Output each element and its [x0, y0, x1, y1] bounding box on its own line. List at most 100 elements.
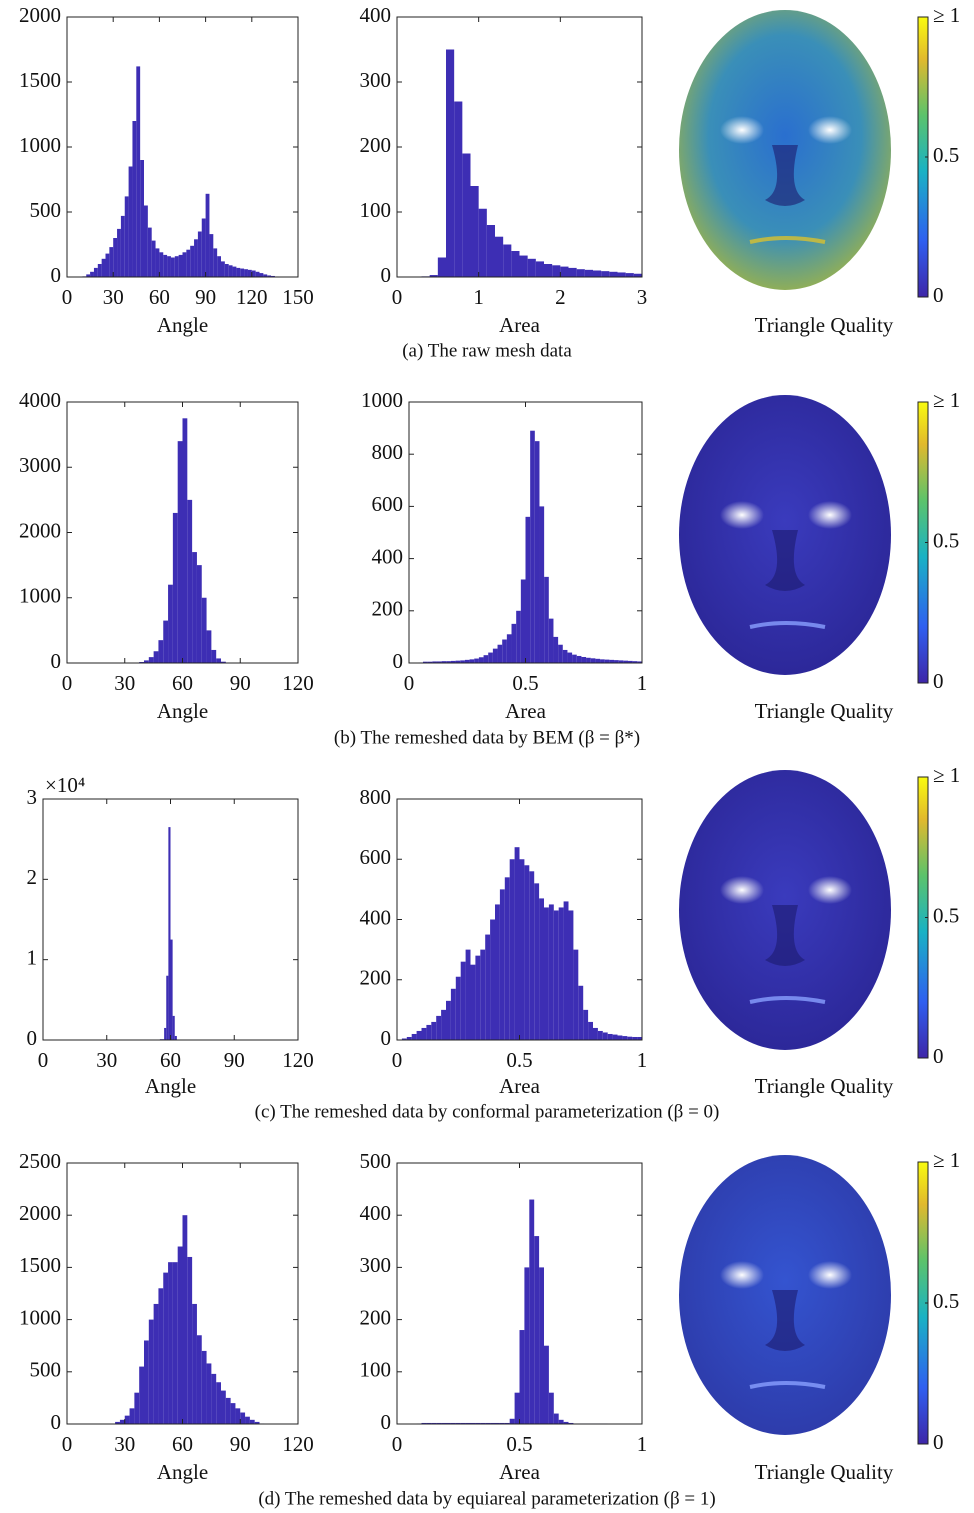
bar [516, 610, 521, 663]
bar [470, 1422, 476, 1424]
colorbar-tick-label: 0 [933, 283, 944, 307]
eye-highlight [720, 1261, 764, 1289]
bar [163, 1272, 169, 1424]
y-tick-label: 0 [381, 1026, 392, 1050]
bar [460, 660, 465, 663]
x-tick-label: 120 [282, 1048, 314, 1072]
bar [132, 121, 137, 277]
bar [465, 949, 471, 1040]
bar [478, 657, 484, 663]
bar [572, 654, 577, 663]
x-axis-label: Angle [145, 1074, 196, 1098]
bar [525, 516, 531, 663]
y-tick-label: 200 [360, 966, 392, 990]
x-tick-label: 0 [404, 671, 415, 695]
bar [148, 1319, 154, 1424]
y-tick-label: 0 [51, 649, 62, 673]
bar [426, 1024, 432, 1040]
caption: (b) The remeshed data by BEM (β = β*) [334, 727, 640, 748]
bar [568, 1422, 574, 1424]
nose [765, 145, 805, 206]
y-tick-label: 300 [360, 68, 392, 92]
bar [194, 239, 198, 277]
bar [486, 225, 495, 277]
bar [170, 939, 173, 1040]
y-tick-label: 200 [372, 597, 404, 621]
bar [168, 827, 171, 1040]
y-tick-label: 2000 [19, 3, 61, 27]
bar [632, 661, 638, 663]
y-tick-label: 0 [51, 263, 62, 287]
bar [124, 196, 129, 277]
bar [586, 657, 591, 663]
x-tick-label: 150 [282, 285, 314, 309]
bar [271, 275, 275, 277]
bar [197, 231, 202, 277]
y-tick-label: 200 [360, 133, 392, 157]
bar [115, 1421, 120, 1424]
x-tick-label: 0.5 [506, 1432, 532, 1456]
bar [534, 883, 540, 1040]
x-axis-label: Area [505, 699, 546, 723]
bar [172, 1262, 178, 1424]
x-tick-label: 120 [282, 671, 314, 695]
bar [187, 1256, 193, 1424]
bar [259, 273, 264, 277]
bar [148, 657, 154, 663]
bar [553, 910, 559, 1040]
bar [502, 639, 507, 663]
bar [534, 441, 540, 663]
bar [235, 1408, 241, 1424]
bar [499, 1422, 505, 1424]
bar [470, 964, 476, 1040]
x-tick-label: 60 [172, 1432, 193, 1456]
x-tick-label: 0 [62, 285, 73, 309]
bar [151, 240, 156, 277]
bar [224, 264, 229, 277]
bar [455, 976, 461, 1040]
x-tick-label: 0 [62, 671, 73, 695]
y-tick-label: 400 [360, 3, 392, 27]
y-tick-label: 500 [30, 1358, 62, 1382]
x-axis-label: Angle [157, 699, 208, 723]
bar [254, 1421, 260, 1424]
bar [178, 254, 183, 277]
bar [558, 907, 564, 1040]
bar [558, 644, 563, 663]
bar [558, 1419, 564, 1424]
bar [251, 270, 256, 277]
colorbar-tick-label: 0.5 [933, 903, 959, 927]
eye-highlight [720, 876, 764, 904]
bar [446, 661, 451, 663]
eye-highlight [720, 501, 764, 529]
bar [240, 1412, 246, 1424]
x-axis-label: Angle [157, 1460, 208, 1484]
x-axis-label: Angle [157, 313, 208, 337]
bar [192, 1303, 197, 1424]
bar [416, 1030, 422, 1040]
bar [499, 889, 505, 1040]
x-axis-label: Area [499, 1460, 540, 1484]
y-tick-label: 500 [30, 198, 62, 222]
bar [509, 1418, 515, 1424]
bar [504, 1422, 510, 1424]
x-tick-label: 1 [637, 1048, 648, 1072]
bar [548, 1392, 554, 1424]
x-tick-label: 30 [114, 1432, 135, 1456]
bar [221, 1390, 226, 1424]
x-tick-label: 60 [172, 671, 193, 695]
bar [97, 264, 102, 277]
bar [601, 271, 610, 277]
y-tick-label: 300 [360, 1253, 392, 1277]
y-tick-label: 500 [360, 1149, 392, 1173]
bar [450, 1422, 456, 1424]
bar [583, 1009, 589, 1040]
bar [446, 1422, 451, 1424]
x-tick-label: 1 [637, 671, 648, 695]
x-tick-label: 1 [473, 285, 484, 309]
colorbar-tick-label: 0 [933, 669, 944, 693]
colorbar-label: Triangle Quality [755, 1074, 894, 1098]
bar [144, 1340, 149, 1424]
bar [101, 258, 106, 277]
bar [158, 640, 164, 663]
